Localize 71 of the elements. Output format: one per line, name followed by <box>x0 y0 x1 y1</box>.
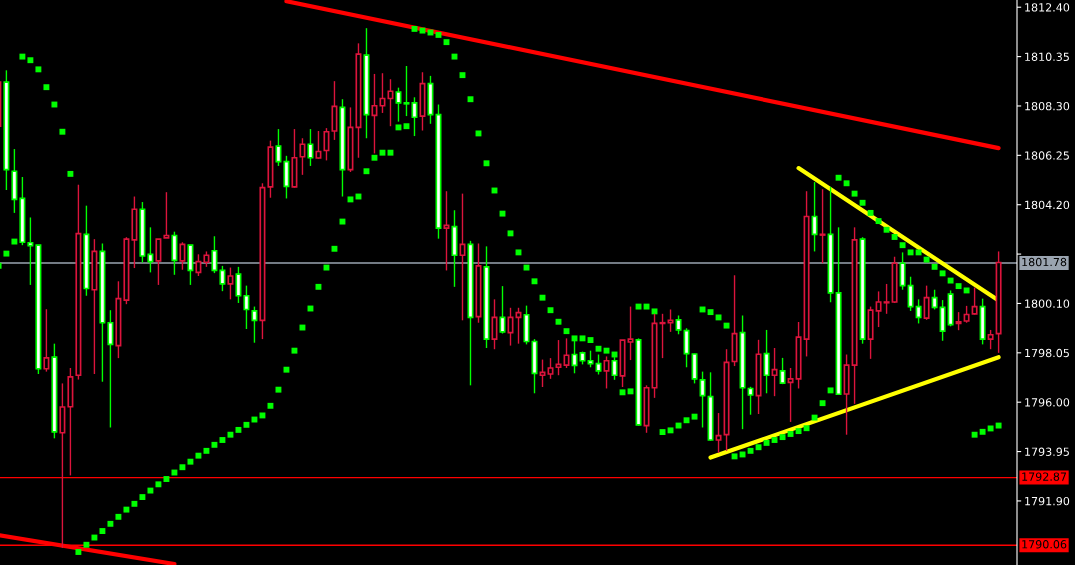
candlestick <box>875 290 882 328</box>
candlestick <box>387 78 394 127</box>
candlestick <box>539 358 546 388</box>
candlestick <box>227 266 234 301</box>
candlestick <box>315 130 322 160</box>
candlestick <box>675 314 682 335</box>
candlestick <box>627 305 634 361</box>
candlestick <box>323 127 330 162</box>
candlestick <box>923 284 930 321</box>
candlestick <box>811 181 818 253</box>
candlestick <box>179 241 186 271</box>
candlestick <box>955 311 962 331</box>
candlestick <box>555 339 562 376</box>
candlestick <box>939 299 946 342</box>
ref-line-label: 1792.87 <box>1022 472 1067 481</box>
candlestick <box>779 357 786 385</box>
ref-line-label: 1790.06 <box>1022 540 1067 549</box>
candlestick <box>395 86 402 123</box>
candlestick <box>243 284 250 330</box>
candlestick <box>275 128 282 167</box>
candlestick <box>699 370 706 429</box>
candlestick <box>155 238 162 286</box>
y-tick-label: 1791.90 <box>1025 496 1070 506</box>
candlestick <box>195 253 202 277</box>
candlestick <box>659 313 666 359</box>
candlestick <box>27 216 34 286</box>
candlestick <box>251 305 258 344</box>
candlestick <box>683 327 690 368</box>
candlestick <box>163 191 170 239</box>
y-tick-label: 1806.25 <box>1025 151 1069 160</box>
candlestick <box>595 353 602 376</box>
candlestick <box>147 226 154 274</box>
candlestick <box>211 235 218 274</box>
candlestick <box>603 355 610 390</box>
candlestick <box>371 73 378 155</box>
candlestick <box>379 72 386 114</box>
candlestick <box>563 337 570 369</box>
candlestick <box>931 289 938 311</box>
candlestick <box>899 251 906 291</box>
candlestick <box>819 188 826 264</box>
candlestick <box>403 65 410 117</box>
candlestick <box>235 266 242 304</box>
candlestick <box>443 190 450 272</box>
candlestick <box>107 309 114 429</box>
y-tick-label: 1808.30 <box>1025 101 1070 111</box>
candlestick <box>915 298 922 325</box>
candlestick <box>547 357 554 380</box>
candlestick <box>459 192 466 322</box>
candlestick <box>883 283 890 315</box>
y-tick-label: 1800.10 <box>1025 299 1070 308</box>
y-tick-label: 1798.05 <box>1025 348 1069 358</box>
y-tick-label: 1812.40 <box>1025 3 1070 12</box>
candlestick <box>43 308 50 373</box>
candlestick <box>667 308 674 333</box>
candlestick <box>747 386 754 416</box>
candlestick <box>307 128 314 167</box>
candlestick <box>219 265 226 292</box>
ref-line-label: 1801.78 <box>1022 257 1067 267</box>
candlestick <box>971 286 978 316</box>
candlestick <box>715 412 722 454</box>
candlestick <box>299 137 306 176</box>
candlestick <box>763 329 770 394</box>
candlestick <box>787 367 794 423</box>
candlestick <box>411 96 418 137</box>
y-tick-label: 1804.20 <box>1025 200 1070 210</box>
y-tick-label: 1796.00 <box>1025 398 1070 407</box>
y-tick-label: 1793.95 <box>1025 447 1069 456</box>
candlestick <box>987 329 994 350</box>
candlestick <box>771 347 778 397</box>
y-tick-label: 1810.35 <box>1025 52 1069 61</box>
candlestick <box>907 276 914 312</box>
